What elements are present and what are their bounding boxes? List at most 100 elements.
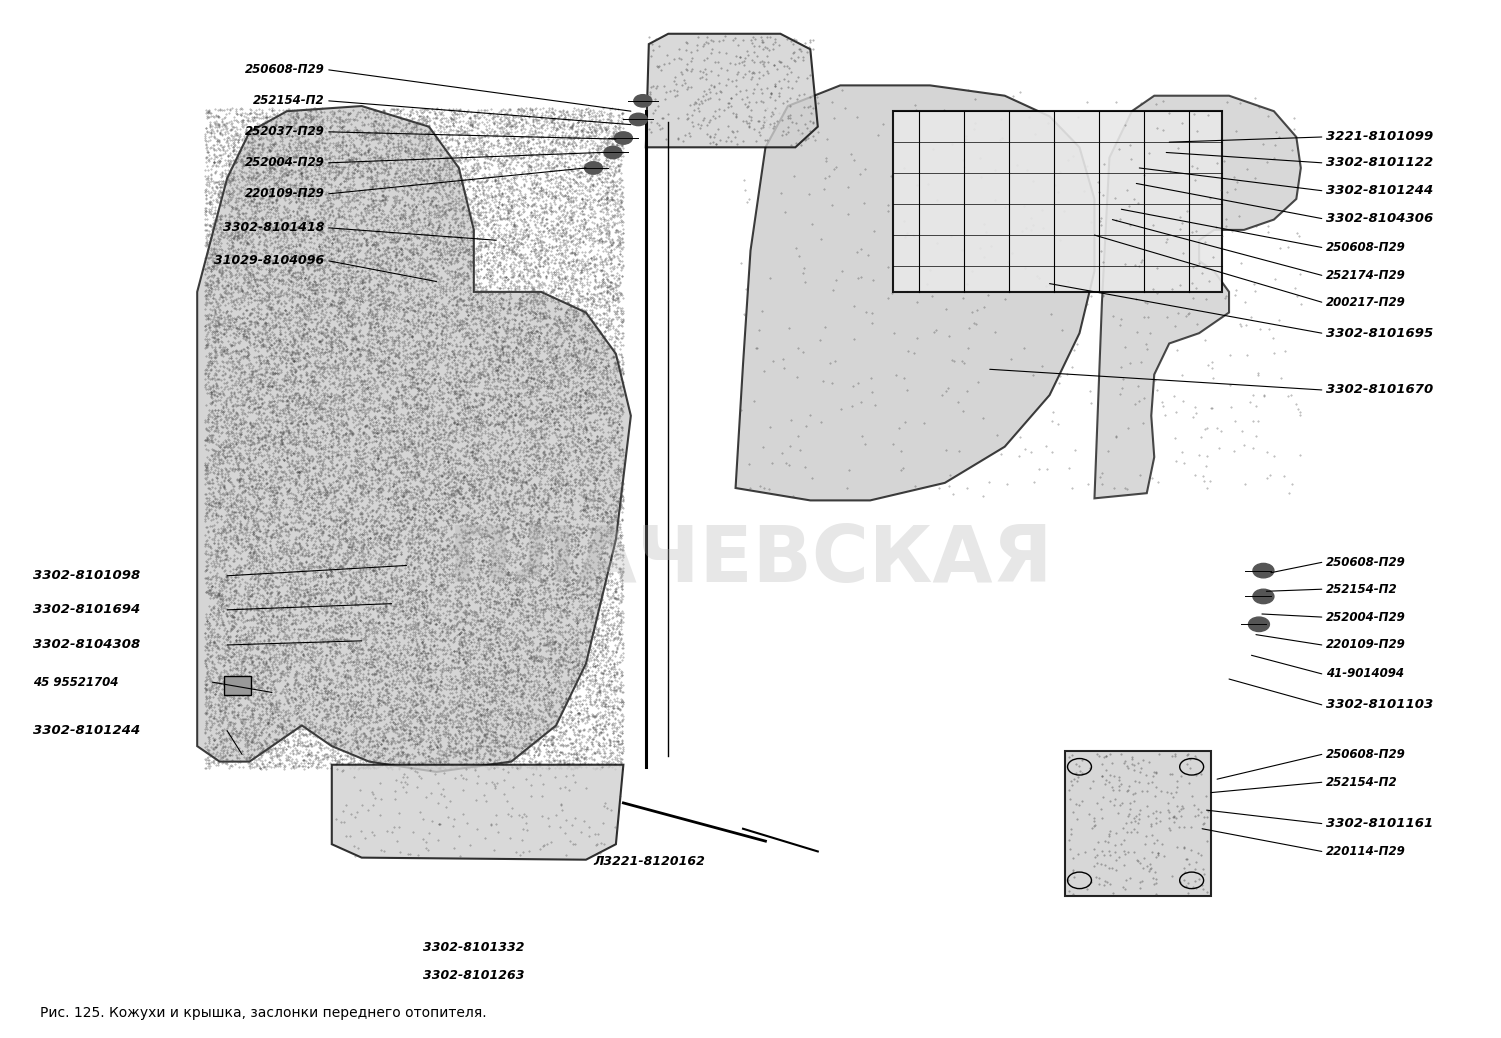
- Point: [539, 206, 563, 222]
- Point: [782, 168, 806, 185]
- Point: [605, 733, 629, 749]
- Point: [363, 595, 387, 611]
- Point: [404, 517, 428, 534]
- Point: [1126, 824, 1150, 841]
- Point: [317, 151, 341, 167]
- Point: [293, 566, 317, 582]
- Point: [288, 433, 312, 449]
- Point: [411, 411, 435, 428]
- Point: [215, 217, 239, 234]
- Point: [350, 175, 374, 192]
- Point: [366, 747, 390, 764]
- Point: [254, 324, 278, 340]
- Point: [464, 316, 488, 332]
- Point: [471, 638, 495, 655]
- Point: [542, 527, 566, 544]
- Point: [309, 620, 333, 636]
- Point: [516, 108, 540, 125]
- Point: [389, 571, 413, 588]
- Point: [228, 605, 252, 622]
- Point: [327, 187, 351, 203]
- Point: [306, 202, 330, 219]
- Point: [402, 280, 426, 297]
- Point: [525, 543, 549, 559]
- Point: [387, 263, 411, 279]
- Point: [482, 735, 506, 752]
- Point: [366, 220, 390, 237]
- Point: [212, 538, 236, 554]
- Point: [362, 459, 386, 475]
- Point: [320, 251, 344, 268]
- Point: [407, 365, 431, 382]
- Point: [444, 374, 468, 390]
- Point: [320, 235, 344, 251]
- Point: [1132, 752, 1156, 768]
- Point: [501, 112, 525, 129]
- Point: [611, 238, 635, 254]
- Point: [308, 196, 332, 213]
- Point: [377, 722, 401, 739]
- Point: [305, 686, 329, 703]
- Point: [551, 114, 575, 131]
- Point: [294, 544, 318, 561]
- Point: [410, 483, 434, 499]
- Point: [251, 224, 275, 241]
- Point: [494, 737, 518, 754]
- Point: [591, 324, 615, 340]
- Point: [357, 529, 381, 546]
- Point: [500, 472, 524, 489]
- Point: [347, 574, 371, 591]
- Point: [533, 288, 557, 304]
- Point: [515, 231, 539, 248]
- Point: [453, 485, 477, 501]
- Point: [302, 706, 326, 722]
- Point: [266, 479, 290, 495]
- Point: [470, 305, 494, 322]
- Point: [267, 747, 291, 764]
- Point: [267, 220, 291, 237]
- Point: [386, 322, 410, 338]
- Point: [242, 247, 266, 264]
- Point: [341, 303, 365, 320]
- Point: [398, 721, 422, 738]
- Point: [443, 206, 467, 222]
- Point: [407, 711, 431, 728]
- Point: [333, 655, 357, 672]
- Point: [416, 160, 440, 176]
- Point: [237, 326, 261, 343]
- Point: [495, 670, 519, 686]
- Point: [207, 291, 231, 307]
- Point: [489, 106, 513, 122]
- Point: [471, 383, 495, 400]
- Point: [372, 424, 396, 440]
- Point: [317, 596, 341, 612]
- Point: [446, 278, 470, 295]
- Point: [404, 452, 428, 468]
- Point: [297, 279, 321, 296]
- Point: [522, 241, 546, 257]
- Point: [309, 596, 333, 612]
- Point: [266, 601, 290, 618]
- Point: [225, 672, 249, 688]
- Point: [486, 339, 510, 356]
- Point: [498, 746, 522, 763]
- Point: [426, 754, 450, 770]
- Point: [234, 496, 258, 513]
- Point: [564, 356, 588, 373]
- Point: [558, 297, 582, 313]
- Point: [462, 185, 486, 201]
- Point: [359, 708, 383, 725]
- Point: [602, 248, 626, 265]
- Point: [503, 627, 527, 644]
- Point: [290, 135, 314, 152]
- Point: [332, 266, 356, 282]
- Point: [285, 719, 309, 736]
- Point: [600, 389, 624, 406]
- Point: [425, 616, 449, 632]
- Point: [488, 532, 512, 549]
- Point: [474, 313, 498, 330]
- Point: [246, 671, 270, 687]
- Point: [306, 358, 330, 375]
- Point: [327, 303, 351, 320]
- Point: [317, 270, 341, 286]
